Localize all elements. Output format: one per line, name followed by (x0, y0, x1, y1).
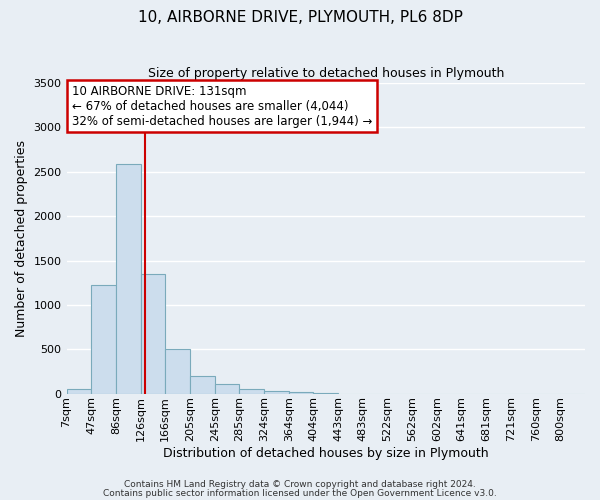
Text: 10 AIRBORNE DRIVE: 131sqm
← 67% of detached houses are smaller (4,044)
32% of se: 10 AIRBORNE DRIVE: 131sqm ← 67% of detac… (72, 84, 372, 128)
Bar (289, 392, 313, 394)
Text: Contains HM Land Registry data © Crown copyright and database right 2024.: Contains HM Land Registry data © Crown c… (124, 480, 476, 489)
Bar (313, 393, 338, 394)
Bar (239, 389, 264, 394)
Bar (215, 384, 239, 394)
X-axis label: Distribution of detached houses by size in Plymouth: Distribution of detached houses by size … (163, 447, 488, 460)
Bar (67, 389, 91, 394)
Bar (116, 164, 140, 394)
Bar (91, 284, 116, 394)
Bar (264, 391, 289, 394)
Title: Size of property relative to detached houses in Plymouth: Size of property relative to detached ho… (148, 68, 504, 80)
Text: 10, AIRBORNE DRIVE, PLYMOUTH, PL6 8DP: 10, AIRBORNE DRIVE, PLYMOUTH, PL6 8DP (137, 10, 463, 25)
Text: Contains public sector information licensed under the Open Government Licence v3: Contains public sector information licen… (103, 488, 497, 498)
Y-axis label: Number of detached properties: Number of detached properties (15, 140, 28, 337)
Bar (140, 274, 165, 394)
Bar (165, 350, 190, 394)
Bar (190, 376, 215, 394)
